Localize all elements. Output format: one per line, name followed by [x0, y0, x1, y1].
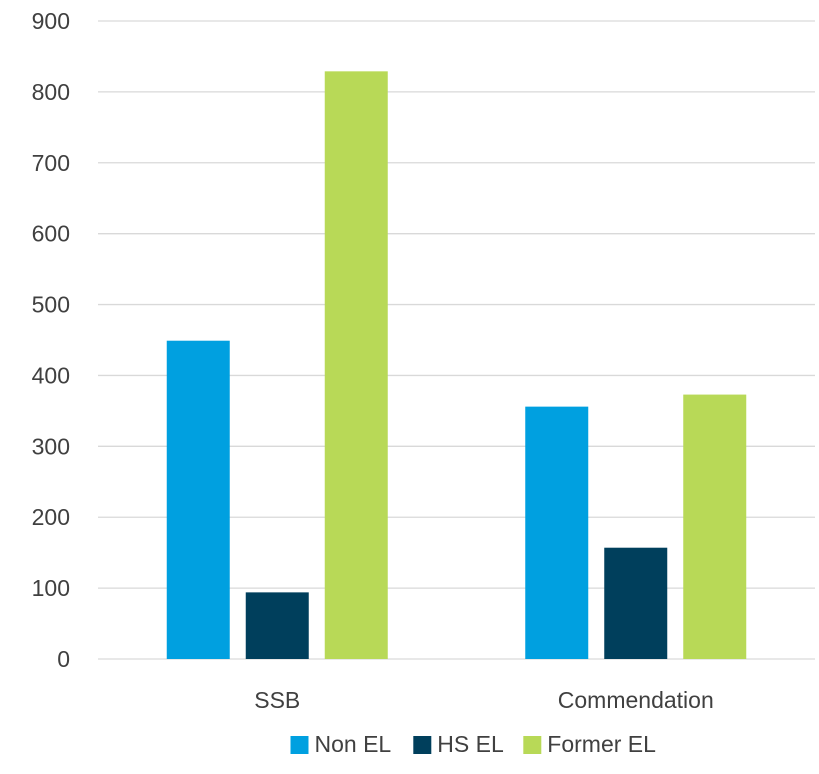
legend-swatch: [290, 736, 309, 754]
bar-ssb-former-el: [324, 71, 388, 659]
legend-item-non-el: Non EL: [290, 731, 392, 757]
bars: [166, 71, 747, 659]
y-tick-label: 800: [32, 79, 70, 105]
legend-label: HS EL: [437, 731, 504, 757]
legend-label: Former EL: [547, 731, 656, 757]
y-axis-ticks: 0 100 200 300 400 500 600 700 800 900: [32, 8, 70, 672]
x-category-label: Commendation: [558, 687, 714, 713]
bar-commendation-former-el: [683, 394, 747, 659]
y-tick-label: 300: [32, 433, 70, 459]
legend-label: Non EL: [315, 731, 392, 757]
y-tick-label: 700: [32, 150, 70, 176]
y-tick-label: 900: [32, 8, 70, 34]
y-tick-label: 600: [32, 221, 70, 247]
y-tick-label: 0: [57, 646, 70, 672]
y-tick-label: 200: [32, 504, 70, 530]
bar-ssb-non-el: [166, 340, 230, 659]
x-category-label: SSB: [254, 687, 300, 713]
x-axis-categories: SSB Commendation: [254, 687, 714, 713]
legend-item-former-el: Former EL: [523, 731, 656, 757]
legend-swatch: [523, 736, 542, 754]
bar-commendation-hs-el: [604, 547, 668, 659]
y-tick-label: 100: [32, 575, 70, 601]
y-tick-label: 500: [32, 292, 70, 318]
bar-ssb-hs-el: [245, 592, 309, 659]
y-tick-label: 400: [32, 362, 70, 388]
legend: Non EL HS EL Former EL: [290, 731, 656, 757]
legend-item-hs-el: HS EL: [413, 731, 504, 757]
bar-commendation-non-el: [525, 406, 589, 659]
legend-swatch: [413, 736, 432, 754]
